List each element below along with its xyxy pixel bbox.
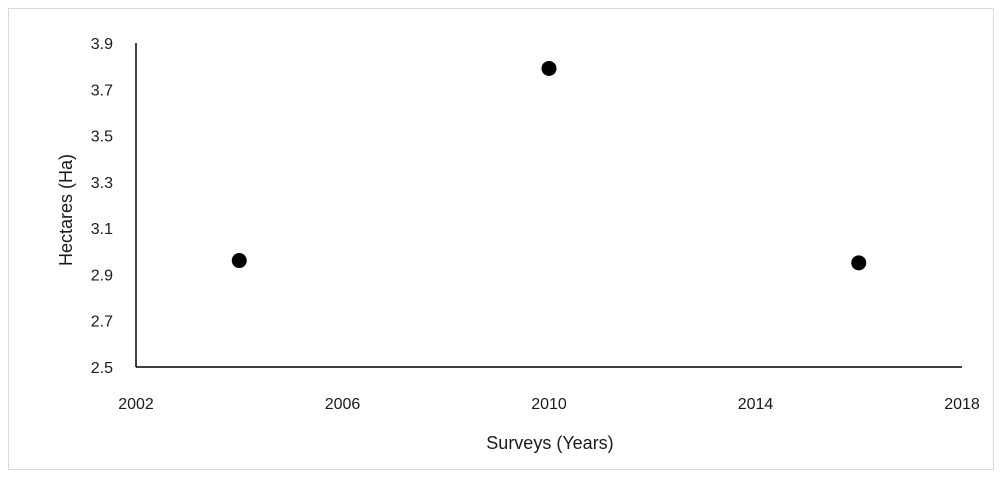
axes (135, 43, 962, 368)
x-tick-labels: 2002 2006 2010 2014 2018 (118, 396, 980, 413)
y-tick-label: 2.9 (91, 267, 113, 284)
data-point (541, 60, 557, 76)
x-tick-label: 2002 (118, 396, 154, 413)
chart-frame (8, 8, 994, 470)
x-tick-label: 2014 (738, 396, 774, 413)
x-tick-label: 2018 (944, 396, 980, 413)
y-tick-label: 3.1 (91, 221, 113, 238)
x-tick-label: 2010 (531, 396, 567, 413)
y-tick-label: 3.3 (91, 175, 113, 192)
y-tick-label: 2.7 (91, 314, 113, 331)
y-axis-title: Hectares (Ha) (56, 154, 76, 266)
data-points (231, 60, 867, 271)
y-tick-label: 3.5 (91, 129, 113, 146)
x-tick-label: 2006 (325, 396, 361, 413)
y-tick-label: 3.9 (91, 36, 113, 53)
x-axis-title: Surveys (Years) (486, 433, 613, 453)
y-tick-label: 3.7 (91, 82, 113, 99)
y-tick-labels: 2.5 2.7 2.9 3.1 3.3 3.5 3.7 3.9 (91, 36, 113, 377)
data-point (231, 253, 247, 269)
y-tick-label: 2.5 (91, 360, 113, 377)
data-point (851, 255, 867, 271)
